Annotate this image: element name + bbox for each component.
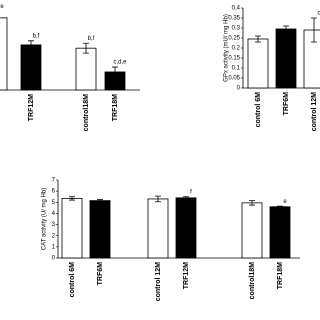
x-tick-label: TRF18M	[112, 94, 119, 121]
annotation: c,d,e	[113, 60, 127, 66]
error-bar	[283, 25, 289, 33]
y-tick-label: 0.35	[228, 16, 240, 22]
x-tick-label: TRF18M	[277, 262, 284, 289]
y-tick-label: 0.15	[228, 56, 240, 62]
annotation: e	[283, 199, 287, 205]
bar	[303, 29, 320, 89]
x-tick-label: TRF12M	[183, 262, 190, 289]
y-tick-label: 0.1	[232, 66, 241, 72]
x-tick-label: TRF6M	[97, 262, 104, 286]
bar	[75, 47, 97, 91]
bar	[89, 200, 111, 259]
y-tick-label: 4	[52, 211, 56, 217]
y-tick-label: 7	[52, 178, 56, 184]
annotation: f	[190, 189, 192, 195]
y-tick-label: 3	[52, 222, 56, 228]
y-axis-label: CAT activity (U/ mg Hb)	[42, 188, 48, 250]
y-tick-label: 6	[52, 189, 56, 195]
error-bar	[155, 195, 161, 203]
y-tick-label: 0.3	[232, 26, 241, 32]
x-tick-label: control18M	[83, 94, 90, 132]
bar	[20, 44, 42, 91]
annotation: b,f	[88, 36, 95, 42]
error-bar	[255, 35, 261, 43]
error-bar	[97, 199, 103, 203]
bar	[147, 198, 169, 259]
bar	[275, 28, 297, 89]
annotation: e	[0, 4, 4, 10]
x-tick-label: TRF6M	[283, 92, 290, 116]
error-bar	[112, 66, 118, 78]
y-tick-label: 1	[52, 244, 56, 250]
x-tick-label: control18M	[249, 262, 256, 300]
error-bar	[183, 196, 189, 200]
error-bar	[249, 200, 255, 206]
bar	[241, 202, 263, 259]
error-bar	[28, 40, 34, 50]
y-tick-label: 0	[52, 256, 56, 262]
bar	[247, 38, 269, 89]
error-bar	[83, 42, 89, 54]
bar	[269, 206, 291, 259]
y-axis-label: GPx activity (mU/ mg Hb)	[224, 14, 230, 82]
bar	[0, 17, 8, 91]
x-tick-label: control 12M	[311, 92, 318, 131]
annotation: c	[318, 11, 320, 17]
x-tick-label: control 6M	[255, 92, 262, 128]
y-tick-label: 0	[237, 86, 241, 92]
error-bar	[277, 205, 283, 208]
bar	[61, 197, 83, 259]
y-tick-label: 0.4	[232, 6, 241, 12]
x-tick-label: control 6M	[69, 262, 76, 298]
y-tick-label: 0.25	[228, 36, 240, 42]
x-tick-label: control 12M	[155, 262, 162, 301]
annotation: b,f	[33, 33, 40, 39]
bar	[175, 197, 197, 259]
x-tick-label: TRF12M	[28, 94, 35, 121]
y-tick-label: 0.2	[232, 46, 241, 52]
y-tick-label: 0.05	[228, 76, 240, 82]
y-tick-label: 2	[52, 233, 56, 239]
error-bar	[311, 17, 317, 43]
error-bar	[69, 196, 75, 201]
y-tick-label: 5	[52, 200, 56, 206]
